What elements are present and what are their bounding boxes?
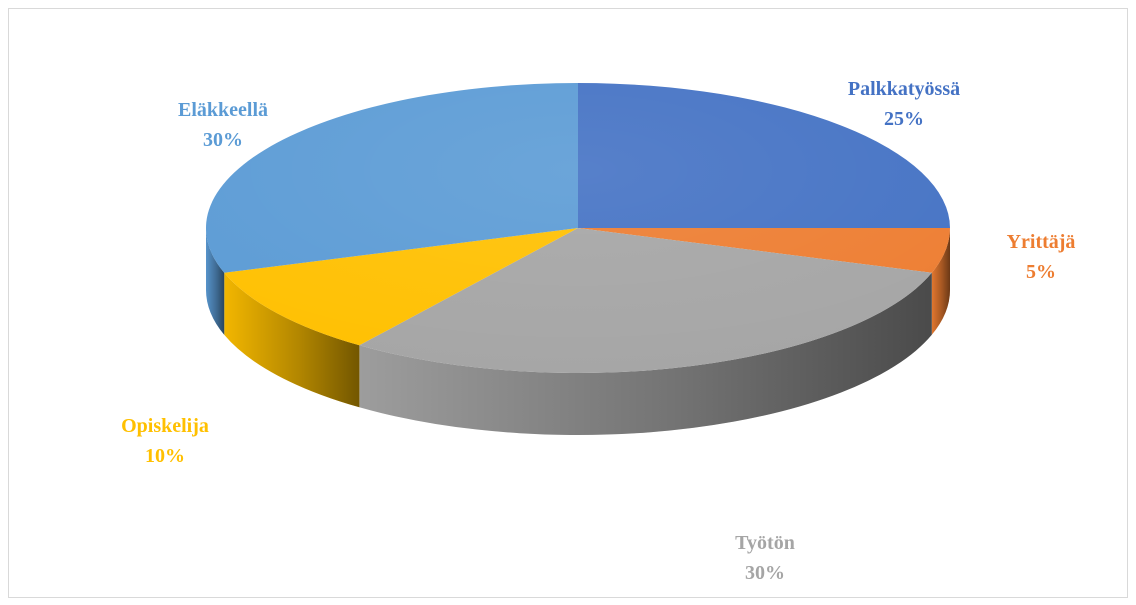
data-label-elakkeella-value: 30%: [203, 129, 243, 151]
pie-top-gloss: [206, 83, 950, 373]
data-label-palkkatyossa-value: 25%: [884, 108, 924, 130]
data-label-palkkatyossa-name: Palkkatyössä: [848, 78, 960, 100]
pie-side-elakkeella-shade: [206, 228, 225, 335]
pie-sides: [206, 228, 950, 435]
pie-tops: [205, 83, 950, 373]
pie-side-tyoton-shade: [359, 272, 932, 435]
data-label-opiskelija-name: Opiskelija: [121, 415, 209, 437]
data-label-opiskelija-value: 10%: [145, 445, 185, 467]
data-label-yrittaja-name: Yrittäjä: [1007, 231, 1076, 253]
data-label-elakkeella-name: Eläkkeellä: [178, 99, 268, 121]
data-label-tyoton-name: Työtön: [735, 532, 795, 554]
data-labels: Palkkatyössä 25% Yrittäjä 5% Työtön 30% Opiske…: [121, 78, 1075, 584]
pie-side-yrittaja-shade: [931, 228, 950, 335]
pie-side-opiskelija-shade: [224, 272, 360, 408]
data-label-yrittaja-value: 5%: [1026, 261, 1056, 283]
data-label-tyoton-value: 30%: [745, 562, 785, 584]
